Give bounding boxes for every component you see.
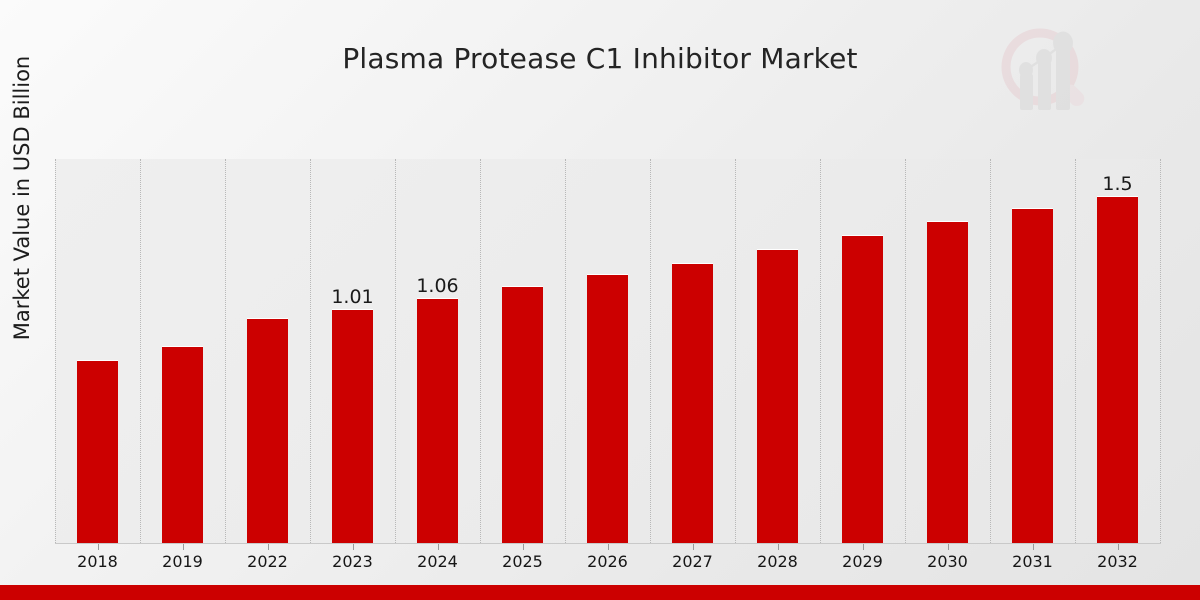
bar-slot[interactable]	[77, 360, 118, 543]
gridline	[735, 159, 737, 543]
bar-2031[interactable]	[1012, 208, 1053, 543]
gridline	[990, 159, 992, 543]
bar-slot[interactable]	[247, 319, 288, 543]
bar-slot[interactable]	[757, 250, 798, 543]
page-title: Plasma Protease C1 Inhibitor Market	[342, 42, 858, 75]
bar-slot[interactable]	[1012, 208, 1053, 543]
x-tick-label-2025: 2025	[502, 552, 543, 571]
x-tick-mark	[522, 544, 524, 550]
gridline	[1075, 159, 1077, 543]
x-tick-label-2019: 2019	[162, 552, 203, 571]
x-tick-label-2028: 2028	[757, 552, 798, 571]
x-tick-label-2030: 2030	[927, 552, 968, 571]
bar-2024[interactable]	[417, 298, 458, 543]
footer-accent-bar	[0, 585, 1200, 600]
gridline	[565, 159, 567, 543]
x-tick-mark	[862, 544, 864, 550]
x-tick-mark	[607, 544, 609, 550]
plot-area: 1.01 1.06 1.5	[55, 159, 1162, 543]
bar-2028[interactable]	[757, 250, 798, 543]
bar-value-label: 1.06	[416, 274, 459, 297]
gridline	[905, 159, 907, 543]
x-tick-mark	[437, 544, 439, 550]
bar-2032[interactable]	[1097, 197, 1138, 543]
bar-2025[interactable]	[502, 287, 543, 543]
x-tick-label-2031: 2031	[1012, 552, 1053, 571]
x-axis-line	[55, 543, 1161, 544]
bar-slot[interactable]	[587, 275, 628, 543]
gridline	[310, 159, 312, 543]
x-tick-mark	[1117, 544, 1119, 550]
x-tick-mark	[947, 544, 949, 550]
x-tick-label-2026: 2026	[587, 552, 628, 571]
x-tick-mark	[352, 544, 354, 550]
gridline	[650, 159, 652, 543]
x-tick-label-2023: 2023	[332, 552, 373, 571]
bar-2018[interactable]	[77, 360, 118, 543]
bar-slot[interactable]	[162, 346, 203, 543]
bar-slot[interactable]	[502, 287, 543, 543]
x-tick-mark	[97, 544, 99, 550]
y-axis-title: Market Value in USD Billion	[10, 55, 34, 341]
x-tick-label-2024: 2024	[417, 552, 458, 571]
bar-2023[interactable]	[332, 310, 373, 543]
bar-slot[interactable]: 1.06	[416, 274, 459, 543]
gridline	[55, 159, 57, 543]
bar-2030[interactable]	[927, 222, 968, 543]
bar-slot[interactable]	[927, 222, 968, 543]
x-tick-mark	[777, 544, 779, 550]
x-tick-mark	[692, 544, 694, 550]
x-tick-label-2022: 2022	[247, 552, 288, 571]
x-tick-mark	[182, 544, 184, 550]
x-tick-label-2018: 2018	[77, 552, 118, 571]
gridline	[140, 159, 142, 543]
gridline	[480, 159, 482, 543]
bar-2019[interactable]	[162, 346, 203, 543]
bar-value-label: 1.01	[331, 286, 374, 309]
x-tick-label-2027: 2027	[672, 552, 713, 571]
gridline	[820, 159, 822, 543]
bar-value-label: 1.5	[1102, 173, 1133, 196]
bar-slot[interactable]: 1.5	[1097, 175, 1138, 543]
gridline	[1160, 159, 1162, 543]
bar-2022[interactable]	[247, 319, 288, 543]
bar-slot[interactable]	[672, 263, 713, 543]
bar-slot[interactable]: 1.01	[331, 286, 374, 543]
x-tick-label-2032: 2032	[1097, 552, 1138, 571]
x-tick-label-2029: 2029	[842, 552, 883, 571]
bar-2029[interactable]	[842, 236, 883, 543]
bar-2027[interactable]	[672, 263, 713, 543]
gridline	[395, 159, 397, 543]
bar-slot[interactable]	[842, 236, 883, 543]
bar-2026[interactable]	[587, 275, 628, 543]
x-tick-mark	[1032, 544, 1034, 550]
x-tick-mark	[267, 544, 269, 550]
gridline	[225, 159, 227, 543]
